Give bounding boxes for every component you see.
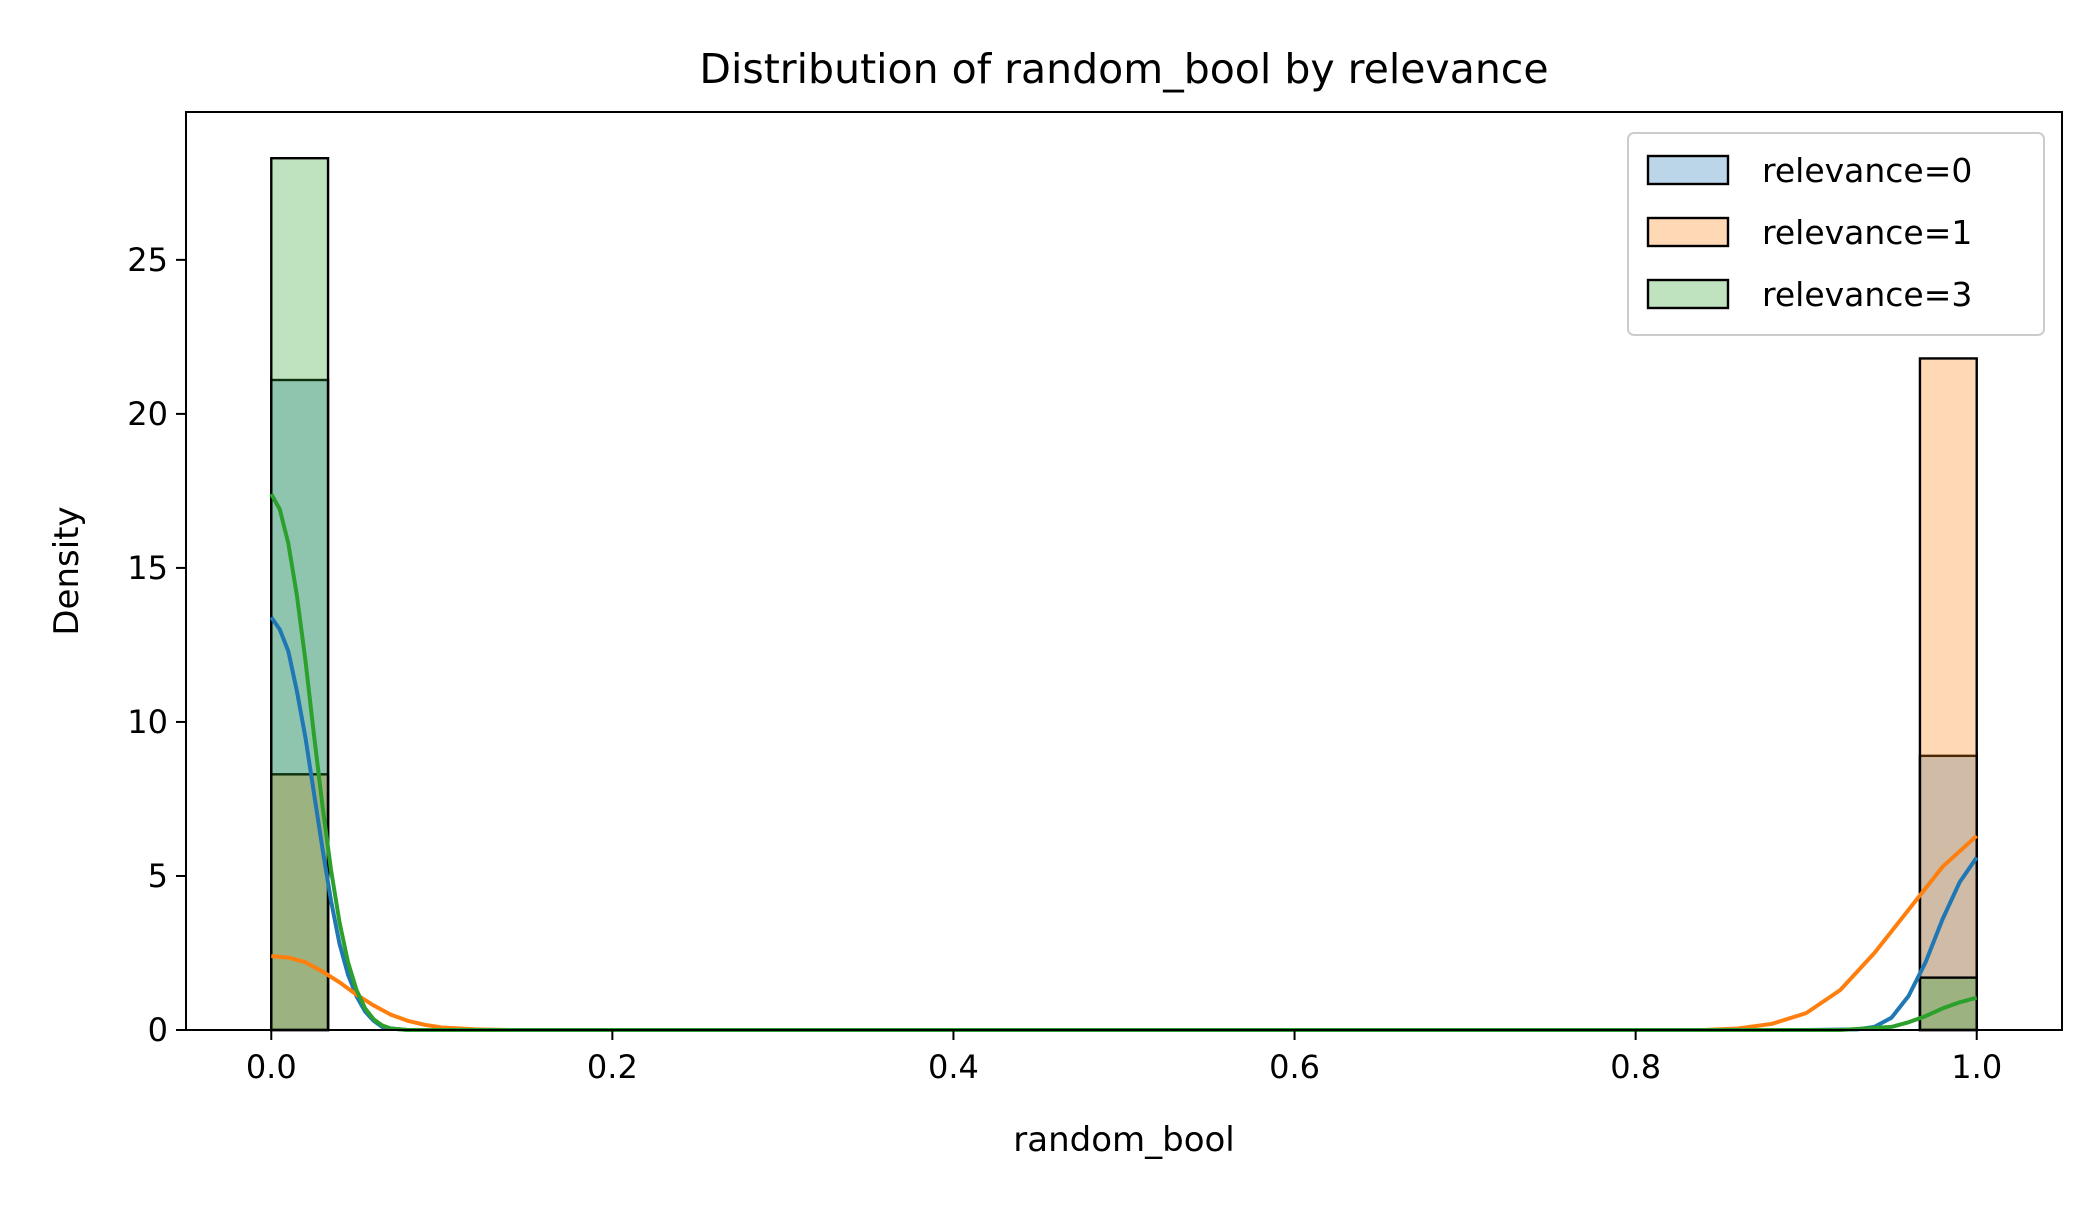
y-tick-label: 5 (148, 857, 168, 895)
x-axis-label: random_bool (1013, 1120, 1235, 1160)
x-tick-label: 0.0 (246, 1048, 297, 1086)
kde-curves (269, 493, 1979, 1032)
chart-title: Distribution of random_bool by relevance (699, 45, 1548, 93)
histogram-bar-relevance-0-bin-1 (1918, 754, 1978, 1032)
legend-label-relevance-0: relevance=0 (1762, 151, 1972, 190)
kde-line-relevance-3 (269, 493, 1978, 1032)
histogram-bar-relevance-3-bin-1 (1918, 976, 1978, 1032)
legend-label-relevance-1: relevance=1 (1762, 213, 1972, 252)
legend-swatch-relevance-0 (1646, 154, 1730, 186)
legend-label-relevance-3: relevance=3 (1762, 275, 1972, 314)
y-tick-label: 20 (127, 395, 168, 433)
y-tick-label: 10 (127, 703, 168, 741)
x-axis-ticks: 0.0 0.2 0.4 0.6 0.8 1.0 (246, 1030, 2002, 1086)
x-tick-label: 0.8 (1610, 1048, 1661, 1086)
x-tick-label: 1.0 (1951, 1048, 2002, 1086)
x-tick-label: 0.2 (587, 1048, 638, 1086)
y-tick-label: 25 (127, 241, 168, 279)
legend: relevance=0 relevance=1 relevance=3 (1627, 132, 2045, 336)
plot-frame (185, 111, 2063, 1031)
y-axis-label: Density (47, 506, 87, 635)
y-tick-label: 0 (148, 1011, 168, 1049)
x-tick-label: 0.4 (928, 1048, 979, 1086)
y-axis-ticks: 0 5 10 15 20 25 (127, 241, 186, 1049)
legend-swatch-relevance-3 (1646, 278, 1730, 310)
legend-swatch-relevance-1 (1646, 216, 1730, 248)
histogram-bar-relevance-3-bin-0 (270, 157, 330, 1032)
histogram-bar-relevance-1-bin-1 (1918, 357, 1978, 1032)
x-tick-label: 0.6 (1269, 1048, 1320, 1086)
legend-frame (1627, 132, 2045, 336)
y-tick-label: 15 (127, 549, 168, 587)
